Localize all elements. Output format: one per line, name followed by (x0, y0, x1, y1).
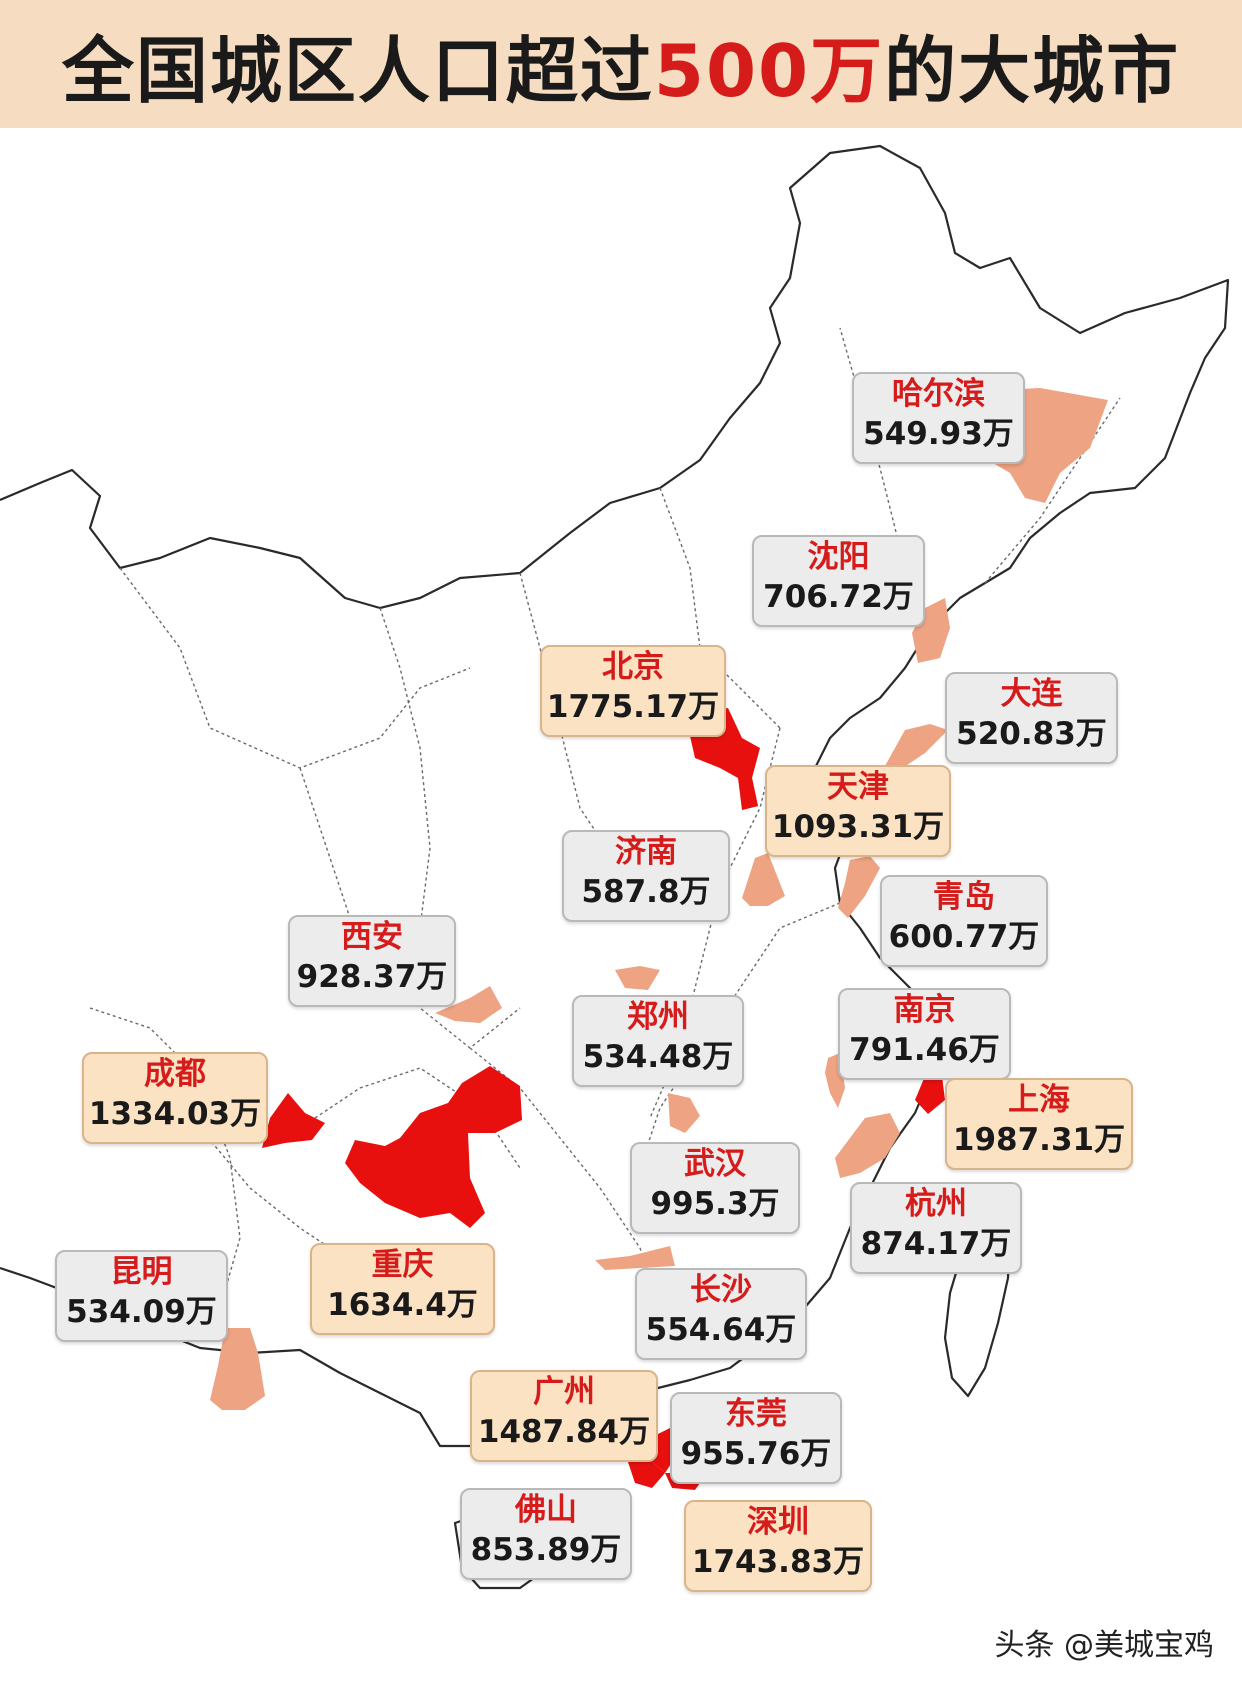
city-name: 大连 (1000, 676, 1063, 712)
city-population: 1775.17万 (546, 689, 720, 725)
city-population: 1987.31万 (952, 1122, 1126, 1158)
city-name: 青岛 (933, 879, 995, 915)
city-name: 东莞 (725, 1396, 787, 1432)
city-population: 554.64万 (645, 1312, 797, 1348)
city-population: 995.3万 (650, 1186, 780, 1222)
region-jinan (742, 853, 785, 906)
city-name: 佛山 (515, 1492, 577, 1528)
city-population: 534.09万 (66, 1294, 217, 1330)
city-population: 955.76万 (680, 1436, 832, 1472)
city-name: 天津 (827, 769, 889, 805)
title-highlight: 500万 (653, 28, 885, 113)
city-label-shenyang: 沈阳 706.72万 (752, 535, 925, 627)
title-prefix: 全国城区人口超过 (61, 28, 654, 113)
city-label-shenzhen: 深圳 1743.83万 (684, 1500, 872, 1592)
city-population: 1334.03万 (88, 1096, 262, 1132)
city-population: 587.8万 (581, 874, 711, 910)
city-name: 昆明 (110, 1254, 173, 1290)
city-label-chengdu: 成都 1334.03万 (82, 1052, 268, 1144)
city-name: 长沙 (690, 1272, 752, 1308)
city-name: 上海 (1008, 1082, 1070, 1118)
region-hangzhou (835, 1113, 900, 1178)
region-wuhan (668, 1093, 700, 1133)
watermark: 头条 @美城宝鸡 (994, 1628, 1214, 1663)
region-xian (435, 986, 502, 1023)
title-bar: 全国城区人口超过500万的大城市 (0, 0, 1242, 128)
city-label-beijing: 北京 1775.17万 (540, 645, 726, 737)
city-population: 520.83万 (956, 716, 1107, 752)
city-label-zhengzhou: 郑州 534.48万 (572, 995, 744, 1087)
city-population: 549.93万 (863, 416, 1014, 452)
city-regions (210, 388, 1108, 1490)
city-population: 928.37万 (296, 959, 448, 995)
region-qingdao (838, 856, 880, 918)
city-population: 853.89万 (470, 1532, 622, 1568)
city-label-guangzhou: 广州 1487.84万 (470, 1370, 658, 1462)
city-label-wuhan: 武汉 995.3万 (630, 1142, 800, 1234)
city-name: 成都 (144, 1056, 206, 1092)
city-population: 1634.4万 (327, 1287, 478, 1323)
city-label-chongqing: 重庆 1634.4万 (310, 1243, 495, 1335)
city-name: 西安 (341, 919, 403, 955)
city-name: 哈尔滨 (892, 376, 985, 412)
city-name: 武汉 (684, 1146, 746, 1182)
city-label-dalian: 大连 520.83万 (945, 672, 1118, 764)
city-name: 沈阳 (807, 539, 870, 575)
city-name: 杭州 (905, 1186, 967, 1222)
city-label-foshan: 佛山 853.89万 (460, 1488, 632, 1580)
region-shenyang (912, 598, 950, 663)
region-changsha (595, 1246, 675, 1270)
city-population: 1487.84万 (477, 1414, 651, 1450)
city-population: 791.46万 (849, 1032, 1000, 1068)
city-label-tianjin: 天津 1093.31万 (765, 765, 951, 857)
city-name: 南京 (893, 992, 956, 1028)
region-zhengzhou (615, 966, 660, 990)
city-label-xian: 西安 928.37万 (288, 915, 456, 1007)
city-name: 郑州 (627, 999, 689, 1035)
city-label-jinan: 济南 587.8万 (562, 830, 730, 922)
city-label-hangzhou: 杭州 874.17万 (850, 1182, 1022, 1274)
city-label-kunming: 昆明 534.09万 (55, 1250, 228, 1342)
region-chengdu (262, 1093, 325, 1148)
city-label-dongguan: 东莞 955.76万 (670, 1392, 842, 1484)
title-suffix: 的大城市 (884, 28, 1181, 113)
city-name: 重庆 (371, 1247, 434, 1283)
city-population: 874.17万 (860, 1226, 1012, 1262)
city-name: 广州 (533, 1374, 595, 1410)
city-label-shanghai: 上海 1987.31万 (945, 1078, 1133, 1170)
region-kunming (210, 1328, 265, 1410)
city-label-harbin: 哈尔滨 549.93万 (852, 372, 1025, 464)
city-population: 1093.31万 (771, 809, 945, 845)
region-dalian (885, 724, 948, 773)
city-population: 706.72万 (763, 579, 914, 615)
city-name: 深圳 (747, 1504, 809, 1540)
city-name: 济南 (615, 834, 677, 870)
region-tianjin (742, 778, 758, 810)
city-label-qingdao: 青岛 600.77万 (880, 875, 1048, 967)
city-population: 534.48万 (582, 1039, 734, 1075)
city-label-nanjing: 南京 791.46万 (838, 988, 1011, 1080)
city-population: 1743.83万 (691, 1544, 865, 1580)
page-title: 全国城区人口超过500万的大城市 (62, 12, 1180, 117)
city-label-changsha: 长沙 554.64万 (635, 1268, 807, 1360)
city-population: 600.77万 (888, 919, 1040, 955)
region-chongqing (345, 1066, 522, 1228)
city-name: 北京 (602, 649, 664, 685)
region-shanghai (915, 1076, 945, 1114)
